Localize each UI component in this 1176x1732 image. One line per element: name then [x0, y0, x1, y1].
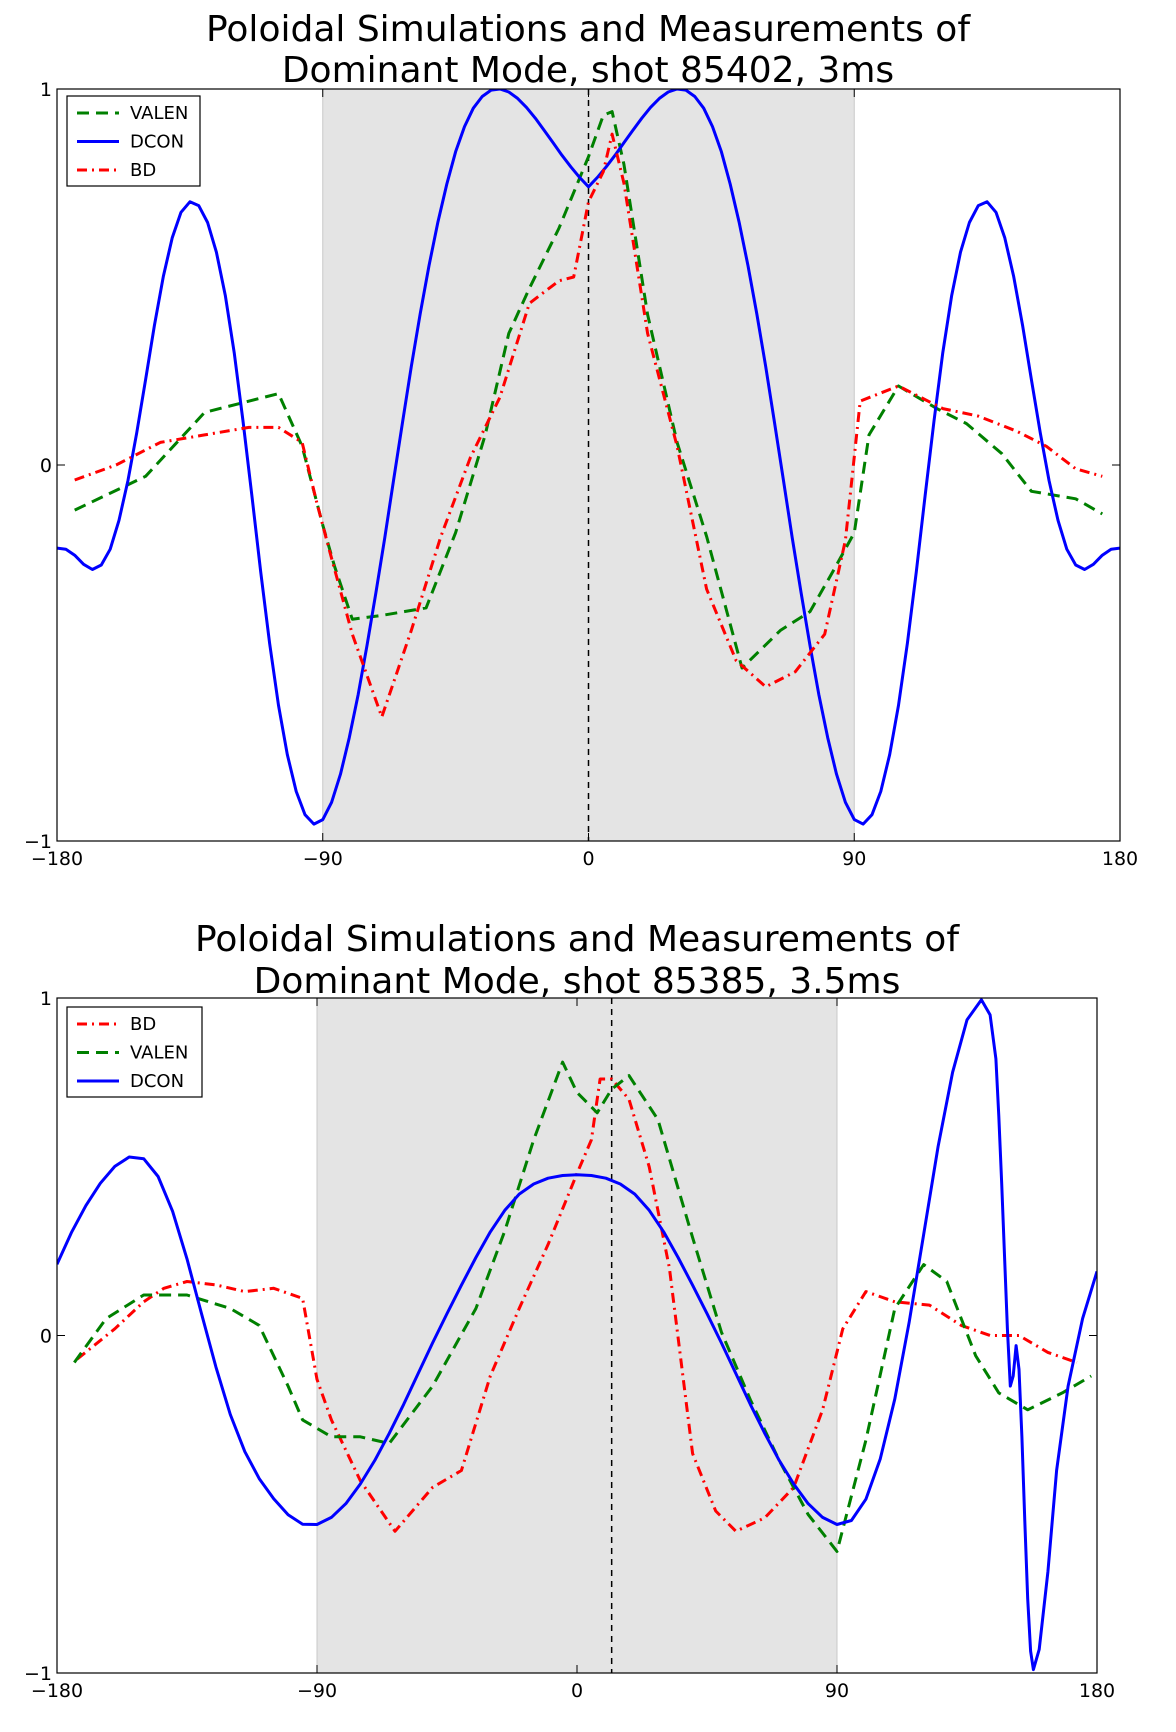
- y-tick-label: 1: [40, 988, 52, 1010]
- x-tick-label: −180: [31, 1680, 83, 1702]
- x-tick-label: −90: [297, 1680, 337, 1702]
- legend-label-dcon: DCON: [130, 1071, 184, 1092]
- series-line-valen: [73, 1060, 1092, 1553]
- x-tick-label: 90: [842, 848, 866, 870]
- x-tick-label: −180: [31, 848, 83, 870]
- series-line-dcon: [57, 89, 1120, 826]
- x-tick-label: 90: [825, 1680, 849, 1702]
- chart-title-line-1: Poloidal Simulations and Measurements of: [195, 919, 960, 960]
- x-tick-label: −90: [303, 848, 343, 870]
- y-tick-label: 0: [40, 1326, 52, 1348]
- legend-label-valen: VALEN: [130, 1043, 188, 1064]
- y-tick-label: −1: [24, 831, 52, 853]
- chart-title-line-2: Dominant Mode, shot 85402, 3ms: [282, 50, 894, 91]
- series-line-dcon: [57, 998, 1097, 1672]
- legend-label-dcon: DCON: [130, 132, 184, 153]
- legend-label-bd: BD: [130, 160, 156, 181]
- legend-label-bd: BD: [130, 1014, 156, 1035]
- chart-panel-2: Poloidal Simulations and Measurements of…: [24, 919, 1115, 1702]
- y-tick-label: 1: [40, 79, 52, 101]
- x-tick-label: 0: [571, 1680, 583, 1702]
- shaded-region: [316, 997, 838, 1674]
- legend-label-valen: VALEN: [130, 103, 188, 124]
- chart-title-line-2: Dominant Mode, shot 85385, 3.5ms: [254, 961, 901, 1002]
- chart-title-line-1: Poloidal Simulations and Measurements of: [206, 9, 971, 50]
- legend: VALEN DCON BD: [66, 95, 201, 187]
- series-line-bd: [74, 132, 1103, 719]
- y-tick-label: −1: [24, 1663, 52, 1685]
- series-line-bd: [76, 1077, 1078, 1533]
- x-tick-label: 180: [1102, 848, 1138, 870]
- x-tick-label: 180: [1079, 1680, 1115, 1702]
- x-tick-label: 0: [582, 848, 594, 870]
- chart-panel-1: Poloidal Simulations and Measurements of…: [24, 9, 1138, 870]
- legend: BD VALEN DCON: [66, 1006, 203, 1098]
- y-tick-label: 0: [40, 455, 52, 477]
